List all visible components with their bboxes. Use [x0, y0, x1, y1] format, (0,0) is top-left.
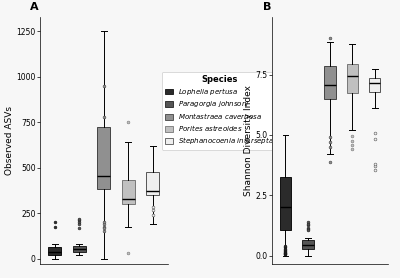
PathPatch shape	[73, 245, 86, 252]
Text: B: B	[263, 2, 271, 12]
Y-axis label: Observed ASVs: Observed ASVs	[5, 106, 14, 175]
Y-axis label: Shannon Diversity Index: Shannon Diversity Index	[244, 85, 253, 196]
PathPatch shape	[302, 240, 314, 249]
PathPatch shape	[146, 172, 159, 195]
PathPatch shape	[48, 247, 61, 255]
PathPatch shape	[369, 78, 380, 92]
PathPatch shape	[122, 180, 135, 204]
PathPatch shape	[324, 66, 336, 99]
PathPatch shape	[97, 127, 110, 188]
PathPatch shape	[346, 64, 358, 93]
Text: A: A	[30, 2, 38, 12]
Legend: $\it{Lophelia}$ $\it{pertusa}$, $\it{Paragorgia}$ $\it{johnsoni}$, $\it{Montastr: $\it{Lophelia}$ $\it{pertusa}$, $\it{Par…	[162, 71, 278, 150]
PathPatch shape	[280, 177, 291, 230]
